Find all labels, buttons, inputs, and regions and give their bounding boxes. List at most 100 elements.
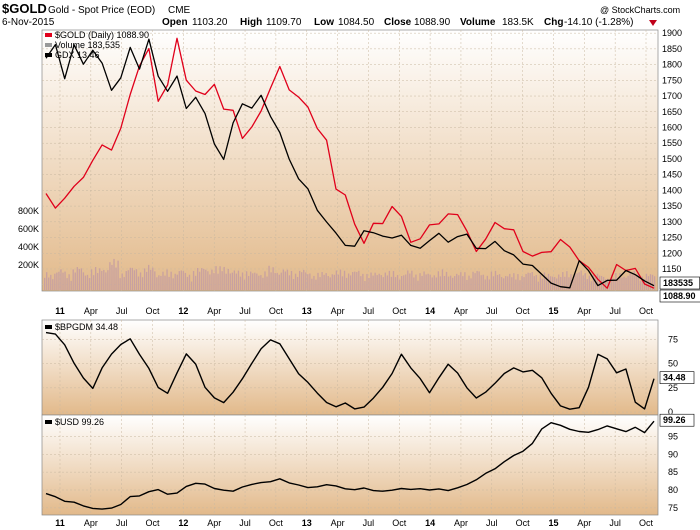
volume-bar bbox=[476, 270, 478, 290]
x-tick-label-bottom: Oct bbox=[392, 518, 407, 528]
volume-bar bbox=[629, 272, 631, 290]
volume-bar bbox=[505, 276, 507, 290]
volume-bar bbox=[99, 268, 101, 290]
x-tick-label: Oct bbox=[269, 306, 284, 316]
volume-bar bbox=[403, 275, 405, 290]
symbol-name: Gold - Spot Price (EOD) bbox=[48, 5, 155, 16]
volume-bar bbox=[329, 277, 331, 290]
volume-bar bbox=[519, 280, 521, 290]
close-label: Close bbox=[384, 17, 412, 28]
volume-bar bbox=[425, 274, 427, 290]
volume-bar bbox=[480, 275, 482, 290]
low-label: Low bbox=[314, 17, 334, 28]
x-tick-label: Jul bbox=[486, 306, 498, 316]
volume-bar bbox=[258, 275, 260, 290]
volume-bar bbox=[460, 272, 462, 290]
volume-bar bbox=[578, 272, 580, 290]
volume-bar bbox=[582, 275, 584, 290]
volume-legend-swatch bbox=[45, 43, 52, 47]
volume-bar bbox=[125, 271, 127, 290]
volume-bar bbox=[88, 278, 91, 290]
volume-bar bbox=[219, 266, 221, 290]
volume-bar bbox=[186, 276, 189, 290]
symbol-title: $GOLD bbox=[2, 1, 47, 16]
price-tick-label: 1800 bbox=[662, 60, 682, 70]
copyright-label: @ StockCharts.com bbox=[600, 5, 680, 15]
volume-bar bbox=[405, 274, 407, 290]
volume-bar bbox=[423, 271, 425, 290]
volume-bar bbox=[384, 272, 386, 290]
gold-legend-swatch bbox=[45, 33, 52, 37]
volume-bar bbox=[92, 275, 95, 290]
volume-bar bbox=[407, 270, 409, 290]
volume-bar bbox=[615, 273, 617, 290]
x-tick-label-bottom: 11 bbox=[55, 518, 65, 528]
volume-bar bbox=[452, 277, 454, 290]
volume-bar bbox=[574, 273, 576, 290]
volume-bar bbox=[305, 272, 307, 290]
volume-bar bbox=[254, 272, 256, 290]
volume-bar bbox=[176, 274, 178, 290]
chg-label: Chg bbox=[544, 17, 563, 28]
volume-bar bbox=[117, 260, 119, 290]
volume-bar bbox=[607, 278, 609, 290]
volume-bar bbox=[64, 271, 66, 290]
x-tick-label-bottom: Jul bbox=[363, 518, 375, 528]
last-volume-label: 183535 bbox=[663, 278, 693, 288]
volume-bar bbox=[464, 272, 466, 290]
volume-bar bbox=[284, 271, 287, 290]
volume-bar bbox=[415, 274, 417, 290]
volume-bar bbox=[184, 272, 187, 290]
x-tick-label: 12 bbox=[178, 306, 188, 316]
volume-bar bbox=[562, 272, 564, 290]
bpgdm-line bbox=[45, 331, 655, 410]
volume-bar bbox=[458, 275, 460, 290]
volume-bar bbox=[380, 275, 382, 290]
x-tick-label: 13 bbox=[302, 306, 312, 316]
volume-bar bbox=[394, 277, 397, 290]
volume-bar bbox=[239, 276, 242, 290]
volume-bar bbox=[588, 275, 590, 290]
volume-bar bbox=[488, 279, 491, 290]
usd-line bbox=[45, 420, 655, 510]
volume-tick-label: 400K bbox=[18, 242, 39, 252]
bpgdm-tick-label: 50 bbox=[668, 359, 678, 369]
volume-bar bbox=[515, 279, 517, 290]
volume-bar bbox=[492, 276, 495, 290]
volume-bar bbox=[152, 267, 154, 290]
x-tick-label-bottom: Jul bbox=[116, 518, 128, 528]
volume-bar bbox=[554, 277, 556, 290]
quote-date: 6-Nov-2015 bbox=[2, 17, 55, 28]
volume-bar bbox=[282, 269, 284, 290]
bpgdm-tick-label: 25 bbox=[668, 383, 678, 393]
volume-bar bbox=[50, 274, 52, 290]
volume-bar bbox=[427, 273, 429, 290]
volume-bar bbox=[431, 277, 433, 290]
volume-bar bbox=[72, 269, 74, 290]
volume-bar bbox=[205, 269, 207, 290]
price-tick-label: 1400 bbox=[662, 185, 682, 195]
volume-bar bbox=[319, 277, 321, 290]
price-tick-label: 1450 bbox=[662, 170, 682, 180]
volume-bar bbox=[474, 273, 476, 290]
volume-bar bbox=[170, 271, 172, 290]
volume-bar bbox=[560, 276, 562, 290]
legend-volume: Volume 183,535 bbox=[55, 40, 120, 50]
volume-bar bbox=[576, 273, 578, 290]
volume-bar bbox=[392, 271, 395, 290]
x-tick-label: Oct bbox=[146, 306, 161, 316]
volume-bar bbox=[325, 273, 327, 290]
volume-bar bbox=[401, 276, 403, 290]
volume-bar bbox=[137, 276, 140, 290]
volume-bar bbox=[631, 274, 633, 290]
volume-bar bbox=[225, 273, 227, 290]
high-value: 1109.70 bbox=[266, 17, 302, 28]
volume-bar bbox=[521, 276, 523, 290]
volume-bar bbox=[172, 278, 174, 290]
volume-bar bbox=[500, 277, 503, 290]
usd-legend-swatch bbox=[45, 420, 52, 424]
volume-bar bbox=[637, 273, 639, 290]
exchange-label: CME bbox=[168, 5, 191, 16]
volume-bar bbox=[382, 277, 384, 290]
volume-bar bbox=[568, 277, 570, 290]
